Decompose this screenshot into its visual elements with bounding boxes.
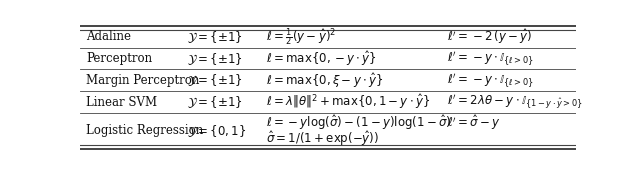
Text: $\ell = \lambda\|\theta\|^2 + \max\{0, 1 - y \cdot \hat{y}\}$: $\ell = \lambda\|\theta\|^2 + \max\{0, 1… [266, 93, 430, 111]
Text: $\ell^{\prime} = -2\,(y - \hat{y})$: $\ell^{\prime} = -2\,(y - \hat{y})$ [447, 28, 532, 46]
Text: Linear SVM: Linear SVM [86, 95, 157, 108]
Text: $\mathcal{Y} = \{\pm 1\}$: $\mathcal{Y} = \{\pm 1\}$ [187, 94, 243, 110]
Text: Adaline: Adaline [86, 30, 131, 43]
Text: $\ell = -y\log(\hat{\sigma}) - (1-y)\log(1-\hat{\sigma})$: $\ell = -y\log(\hat{\sigma}) - (1-y)\log… [266, 113, 451, 132]
Text: $\mathcal{Y} = \{\pm 1\}$: $\mathcal{Y} = \{\pm 1\}$ [187, 29, 243, 45]
Text: $\ell = \frac{1}{2}(y - \hat{y})^2$: $\ell = \frac{1}{2}(y - \hat{y})^2$ [266, 26, 336, 48]
Text: Margin Perceptron: Margin Perceptron [86, 74, 199, 87]
Text: Logistic Regression: Logistic Regression [86, 124, 204, 137]
Text: $\mathcal{Y} = \{\pm 1\}$: $\mathcal{Y} = \{\pm 1\}$ [187, 51, 243, 67]
Text: Perceptron: Perceptron [86, 52, 152, 65]
Text: $\ell^{\prime} = \hat{\sigma} - y$: $\ell^{\prime} = \hat{\sigma} - y$ [447, 113, 501, 132]
Text: $\mathcal{Y} = \{\pm 1\}$: $\mathcal{Y} = \{\pm 1\}$ [187, 72, 243, 88]
Text: $\hat{\sigma} = 1/(1 + \exp(-\hat{y}))$: $\hat{\sigma} = 1/(1 + \exp(-\hat{y}))$ [266, 129, 379, 148]
Text: $\ell^{\prime} = -y \cdot \mathbb{I}_{\{\ell > 0\}}$: $\ell^{\prime} = -y \cdot \mathbb{I}_{\{… [447, 71, 534, 90]
Text: $\ell^{\prime} = -y \cdot \mathbb{I}_{\{\ell > 0\}}$: $\ell^{\prime} = -y \cdot \mathbb{I}_{\{… [447, 49, 534, 68]
Text: $\mathcal{Y} = \{0, 1\}$: $\mathcal{Y} = \{0, 1\}$ [187, 123, 246, 139]
Text: $\ell^{\prime} = 2\lambda\theta - y \cdot \mathbb{I}_{\{1 - y \cdot \hat{y} > 0\: $\ell^{\prime} = 2\lambda\theta - y \cdo… [447, 93, 583, 111]
Text: $\ell = \max\{0, -y \cdot \hat{y}\}$: $\ell = \max\{0, -y \cdot \hat{y}\}$ [266, 49, 377, 68]
Text: $\ell = \max\{0, \xi - y \cdot \hat{y}\}$: $\ell = \max\{0, \xi - y \cdot \hat{y}\}… [266, 71, 383, 90]
